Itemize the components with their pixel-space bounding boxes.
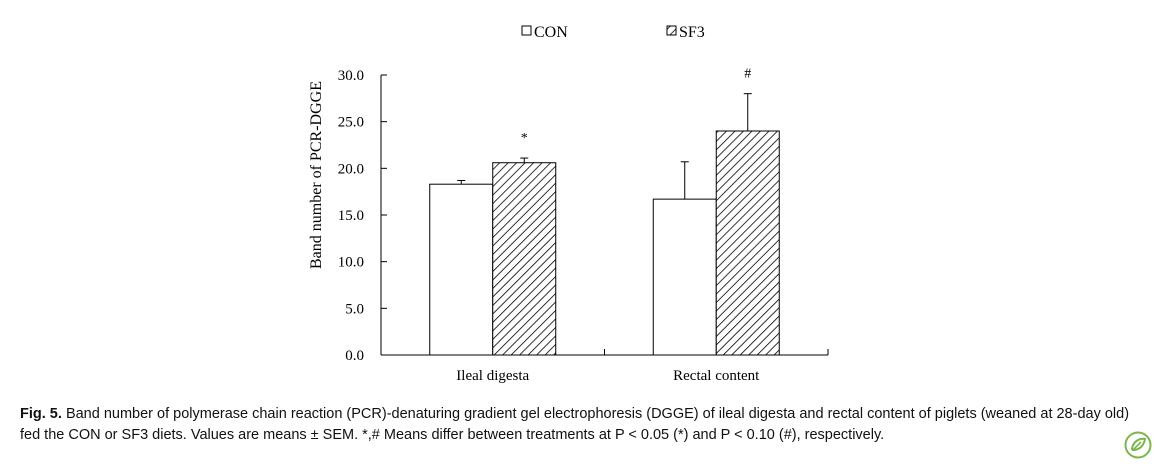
- legend-label-con: CON: [534, 24, 568, 41]
- y-tick-label: 5.0: [345, 301, 364, 317]
- y-axis-title: Band number of PCR-DGGE: [308, 81, 325, 269]
- y-axis: 0.0 5.0 10.0 15.0 20.0 25.0 30.0: [338, 68, 387, 364]
- x-axis: Ileal digesta Rectal content: [381, 349, 829, 384]
- x-category-label: Rectal content: [673, 368, 760, 384]
- figure-caption: Fig. 5. Band number of polymerase chain …: [20, 404, 1130, 446]
- bar-con: [429, 183, 494, 356]
- y-tick-label: 0.0: [345, 348, 364, 364]
- legend-swatch-sf3: [666, 25, 677, 36]
- caption-text: Band number of polymerase chain reaction…: [20, 406, 1130, 443]
- bar-sf3: [492, 162, 557, 356]
- y-tick-label: 15.0: [338, 208, 364, 224]
- legend: CON SF3: [521, 24, 705, 41]
- bars: *#: [429, 67, 780, 356]
- significance-marker: *: [521, 131, 528, 146]
- legend-label-sf3: SF3: [679, 24, 705, 41]
- bar-con: [652, 198, 717, 356]
- legend-swatch-con: [521, 25, 532, 36]
- caption-label: Fig. 5.: [20, 406, 62, 422]
- y-tick-label: 20.0: [338, 161, 364, 177]
- y-tick-label: 30.0: [338, 68, 364, 84]
- publisher-leaf-icon: [1124, 431, 1152, 459]
- y-tick-label: 25.0: [338, 115, 364, 131]
- x-category-label: Ileal digesta: [456, 368, 529, 384]
- significance-marker: #: [744, 67, 751, 82]
- y-tick-label: 10.0: [338, 255, 364, 271]
- bar-chart: CON SF3 Band number of PCR-DGGE 0.0 5.0 10.…: [308, 24, 829, 384]
- bar-sf3: [715, 130, 780, 356]
